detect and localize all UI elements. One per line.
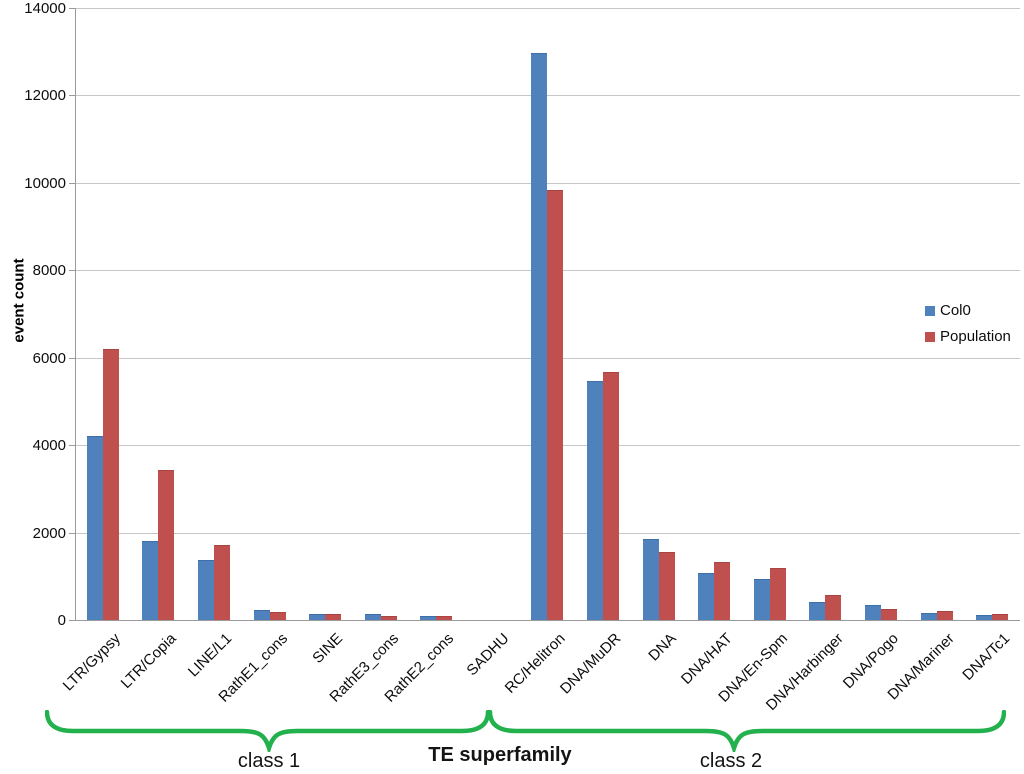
- plot-area: [75, 8, 1020, 621]
- category-group: [964, 8, 1020, 620]
- gridline: [75, 182, 1020, 184]
- bar-population: [325, 613, 342, 620]
- bar-col0: [587, 381, 604, 620]
- x-tick-label: DNA: [645, 630, 680, 665]
- legend-label: Population: [940, 328, 1011, 345]
- y-tick-mark: [69, 182, 75, 184]
- bar-col0: [920, 612, 937, 620]
- category-group: [853, 8, 909, 620]
- category-group: [909, 8, 965, 620]
- y-tick-mark: [69, 620, 75, 621]
- bar-col0: [253, 609, 270, 620]
- gridline: [75, 8, 1020, 9]
- y-tick-label: 0: [57, 612, 66, 629]
- bar-col0: [753, 578, 770, 620]
- y-tick-label: 12000: [24, 87, 66, 105]
- x-tick-label: SADHU: [463, 630, 513, 680]
- y-tick-label: 10000: [24, 174, 66, 192]
- category-group: [186, 8, 242, 620]
- x-tick-label: LINE/L1: [184, 630, 236, 681]
- y-tick-mark: [69, 270, 75, 272]
- bar-col0: [698, 573, 715, 620]
- x-tick-label: SINE: [309, 630, 347, 667]
- gridline: [75, 95, 1020, 97]
- bar-population: [213, 545, 230, 620]
- y-tick-label: 2000: [32, 524, 66, 542]
- bar-col0: [976, 615, 993, 620]
- category-group: [353, 8, 409, 620]
- y-tick-label: 8000: [32, 262, 66, 280]
- y-tick-mark: [69, 445, 75, 447]
- y-tick-mark: [69, 8, 75, 9]
- category-group: [575, 8, 631, 620]
- bar-col0: [86, 436, 103, 620]
- bar-population: [603, 372, 620, 620]
- bar-col0: [865, 604, 882, 620]
- brace-path: [45, 710, 490, 752]
- legend: Col0 Population: [925, 302, 1011, 354]
- class2-brace: [488, 710, 1006, 752]
- bar-population: [992, 614, 1009, 620]
- y-tick-label: 4000: [32, 437, 66, 455]
- bar-population: [269, 611, 286, 620]
- x-tick-label: DNA/Tc1: [959, 630, 1014, 684]
- category-group: [742, 8, 798, 620]
- bar-population: [769, 567, 786, 620]
- bar-population: [881, 609, 898, 620]
- bar-col0: [809, 602, 826, 620]
- bar-col0: [197, 560, 214, 620]
- bar-population: [102, 348, 119, 620]
- y-tick-label: 14000: [24, 0, 66, 17]
- bar-col0: [531, 52, 548, 620]
- x-axis-title: TE superfamily: [428, 744, 572, 766]
- brace-path: [488, 710, 1006, 752]
- category-group: [686, 8, 742, 620]
- bar-population: [936, 610, 953, 620]
- bar-population: [158, 470, 175, 620]
- x-tick-label: LTR/Gypsy: [59, 630, 124, 695]
- category-group: [520, 8, 576, 620]
- legend-label: Col0: [940, 302, 971, 319]
- bar-population: [380, 616, 397, 620]
- bar-col0: [642, 539, 659, 620]
- bar-population: [825, 594, 842, 620]
- category-group: [631, 8, 687, 620]
- category-group: [242, 8, 298, 620]
- bar-col0: [420, 616, 437, 620]
- legend-swatch-icon: [925, 305, 935, 316]
- bar-population: [436, 615, 453, 620]
- legend-item: Col0: [925, 302, 1011, 319]
- category-group: [409, 8, 465, 620]
- x-tick-label: DNA/HAT: [677, 630, 736, 688]
- category-group: [798, 8, 854, 620]
- x-axis-line: [75, 620, 1020, 621]
- category-group: [131, 8, 187, 620]
- y-tick-label: 6000: [32, 349, 66, 367]
- bar-population: [547, 189, 564, 620]
- category-group: [75, 8, 131, 620]
- y-tick-mark: [69, 357, 75, 359]
- class2-label: class 2: [699, 750, 763, 772]
- bar-col0: [364, 614, 381, 620]
- y-tick-mark: [69, 95, 75, 97]
- bar-col0: [309, 613, 326, 620]
- y-axis-line: [75, 8, 76, 621]
- legend-item: Population: [925, 328, 1011, 345]
- bar-population: [658, 551, 675, 620]
- class1-label: class 1: [237, 750, 301, 772]
- bar-population: [714, 561, 731, 620]
- x-tick-label: LTR/Copia: [117, 630, 180, 692]
- category-group: [297, 8, 353, 620]
- legend-swatch-icon: [925, 331, 935, 342]
- class1-brace: [45, 710, 490, 752]
- bar-col0: [142, 541, 159, 620]
- y-tick-mark: [69, 532, 75, 534]
- category-group: [464, 8, 520, 620]
